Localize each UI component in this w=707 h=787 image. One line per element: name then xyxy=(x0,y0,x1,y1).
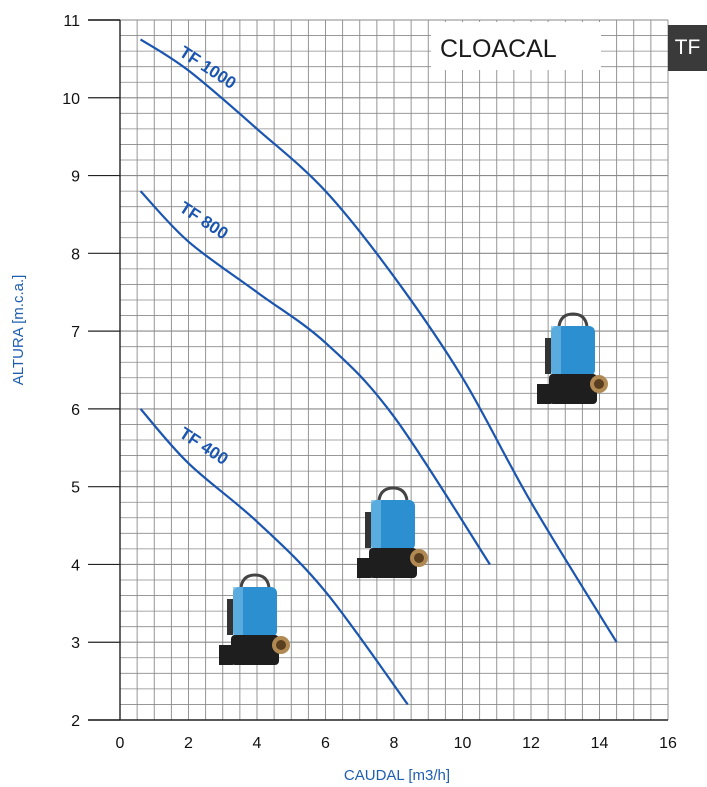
y-tick-label: 5 xyxy=(71,480,80,497)
y-tick-label: 6 xyxy=(71,402,80,419)
x-tick-label: 10 xyxy=(454,735,472,752)
x-tick-label: 6 xyxy=(321,735,330,752)
y-axis-label: ALTURA [m.c.a.] xyxy=(10,275,27,386)
x-tick-label: 14 xyxy=(591,735,609,752)
curve-tf-800 xyxy=(139,190,491,566)
pump-outlet-hole xyxy=(594,379,604,389)
series-label-tf-400: TF 400 xyxy=(176,424,232,469)
submersible-pump-icon xyxy=(357,486,428,578)
chart-grid xyxy=(119,19,669,721)
x-tick-label: 2 xyxy=(184,735,193,752)
x-axis-label: CAUDAL [m3/h] xyxy=(344,767,450,784)
x-tick-label: 8 xyxy=(390,735,399,752)
tick-labels: 0 2 4 6 8 10 12 14 16 2 3 4 5 6 7 8 9 10 11 xyxy=(62,13,677,752)
y-tick-label: 10 xyxy=(62,91,80,108)
x-tick-label: 16 xyxy=(659,735,677,752)
pump-base xyxy=(231,635,279,665)
pump-handle xyxy=(239,573,271,588)
chart-title: CLOACAL xyxy=(440,35,557,63)
pump-motor xyxy=(551,326,595,376)
x-tick-label: 4 xyxy=(253,735,262,752)
y-tick-label: 3 xyxy=(71,635,80,652)
pump-motor xyxy=(371,500,415,550)
pump-outlet-hole xyxy=(414,553,424,563)
pump-images xyxy=(219,312,608,665)
y-tick-label: 8 xyxy=(71,246,80,263)
submersible-pump-icon xyxy=(537,312,608,404)
pump-float-switch xyxy=(227,599,233,635)
y-tick-label: 2 xyxy=(71,713,80,730)
pump-motor xyxy=(233,587,277,637)
pump-highlight xyxy=(233,587,243,637)
y-tick-label: 7 xyxy=(71,324,80,341)
y-tick-label: 9 xyxy=(71,169,80,186)
pump-foot xyxy=(537,384,551,404)
chart-axes xyxy=(88,19,668,721)
y-tick-label: 11 xyxy=(63,13,80,30)
pump-base xyxy=(369,548,417,578)
title-box xyxy=(431,22,601,70)
pump-highlight xyxy=(551,326,561,376)
pump-highlight xyxy=(371,500,381,550)
pump-handle xyxy=(557,312,589,327)
pump-float-switch xyxy=(545,338,551,374)
pump-foot xyxy=(219,645,233,665)
submersible-pump-icon xyxy=(219,573,290,665)
curve-tf-400 xyxy=(139,408,409,706)
x-tick-label: 12 xyxy=(522,735,540,752)
pump-handle xyxy=(377,486,409,501)
pump-base xyxy=(549,374,597,404)
curve-tf-1000 xyxy=(139,38,618,643)
y-tick-label: 4 xyxy=(71,557,80,574)
section-tag: TF xyxy=(668,25,707,71)
x-tick-label: 0 xyxy=(116,735,125,752)
pump-foot xyxy=(357,558,371,578)
pump-float-switch xyxy=(365,512,371,548)
pump-outlet-hole xyxy=(276,640,286,650)
